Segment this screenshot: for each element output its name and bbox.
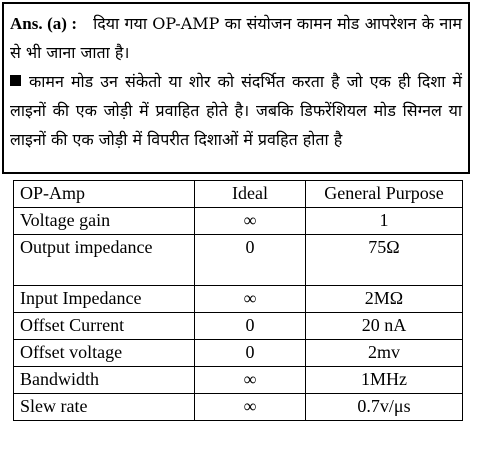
row-param-bandwidth: Bandwidth (13, 366, 195, 394)
row-param-offset-voltage: Offset voltage (13, 339, 195, 367)
row-ideal-offset-voltage: 0 (194, 339, 306, 367)
row-ideal-bandwidth: ∞ (194, 366, 306, 394)
table-row: Input Impedance ∞ 2MΩ (13, 285, 463, 313)
table-row: Voltage gain ∞ 1 (13, 207, 463, 235)
row-general-slew-rate: 0.7v/μs (305, 393, 463, 421)
answer-text-1: दिया गया OP-AMP का संयोजन कामन मोड आपरेश… (10, 14, 462, 62)
table-header-row: OP-Amp Ideal General Purpose (13, 180, 463, 208)
header-ideal: Ideal (194, 180, 306, 208)
table-row: Slew rate ∞ 0.7v/μs (13, 393, 463, 421)
answer-paragraph-2: कामन मोड उन संकेतो या शोर को संदर्भित कर… (10, 67, 462, 154)
row-general-offset-current: 20 nA (305, 312, 463, 340)
row-param-voltage-gain: Voltage gain (13, 207, 195, 235)
answer-text-2: कामन मोड उन संकेतो या शोर को संदर्भित कर… (10, 72, 462, 149)
row-param-output-impedance: Output impedance (13, 234, 195, 286)
answer-label: Ans. (a) : (10, 14, 78, 33)
op-amp-comparison-table: OP-Amp Ideal General Purpose Voltage gai… (13, 180, 463, 421)
table-row: Offset Current 0 20 nA (13, 312, 463, 340)
row-ideal-slew-rate: ∞ (194, 393, 306, 421)
row-general-voltage-gain: 1 (305, 207, 463, 235)
header-general-purpose: General Purpose (305, 180, 463, 208)
row-ideal-offset-current: 0 (194, 312, 306, 340)
row-ideal-output-impedance: 0 (194, 234, 306, 286)
header-op-amp: OP-Amp (13, 180, 195, 208)
row-general-bandwidth: 1MHz (305, 366, 463, 394)
row-general-output-impedance: 75Ω (305, 234, 463, 286)
row-param-input-impedance: Input Impedance (13, 285, 195, 313)
answer-paragraph-1: Ans. (a) : दिया गया OP-AMP का संयोजन काम… (10, 9, 462, 67)
table-row: Offset voltage 0 2mv (13, 339, 463, 367)
row-ideal-input-impedance: ∞ (194, 285, 306, 313)
row-param-slew-rate: Slew rate (13, 393, 195, 421)
table-row: Bandwidth ∞ 1MHz (13, 366, 463, 394)
row-ideal-voltage-gain: ∞ (194, 207, 306, 235)
square-bullet-icon (10, 75, 21, 86)
row-general-offset-voltage: 2mv (305, 339, 463, 367)
answer-box: Ans. (a) : दिया गया OP-AMP का संयोजन काम… (2, 2, 470, 174)
table-row: Output impedance 0 75Ω (13, 234, 463, 286)
row-param-offset-current: Offset Current (13, 312, 195, 340)
row-general-input-impedance: 2MΩ (305, 285, 463, 313)
